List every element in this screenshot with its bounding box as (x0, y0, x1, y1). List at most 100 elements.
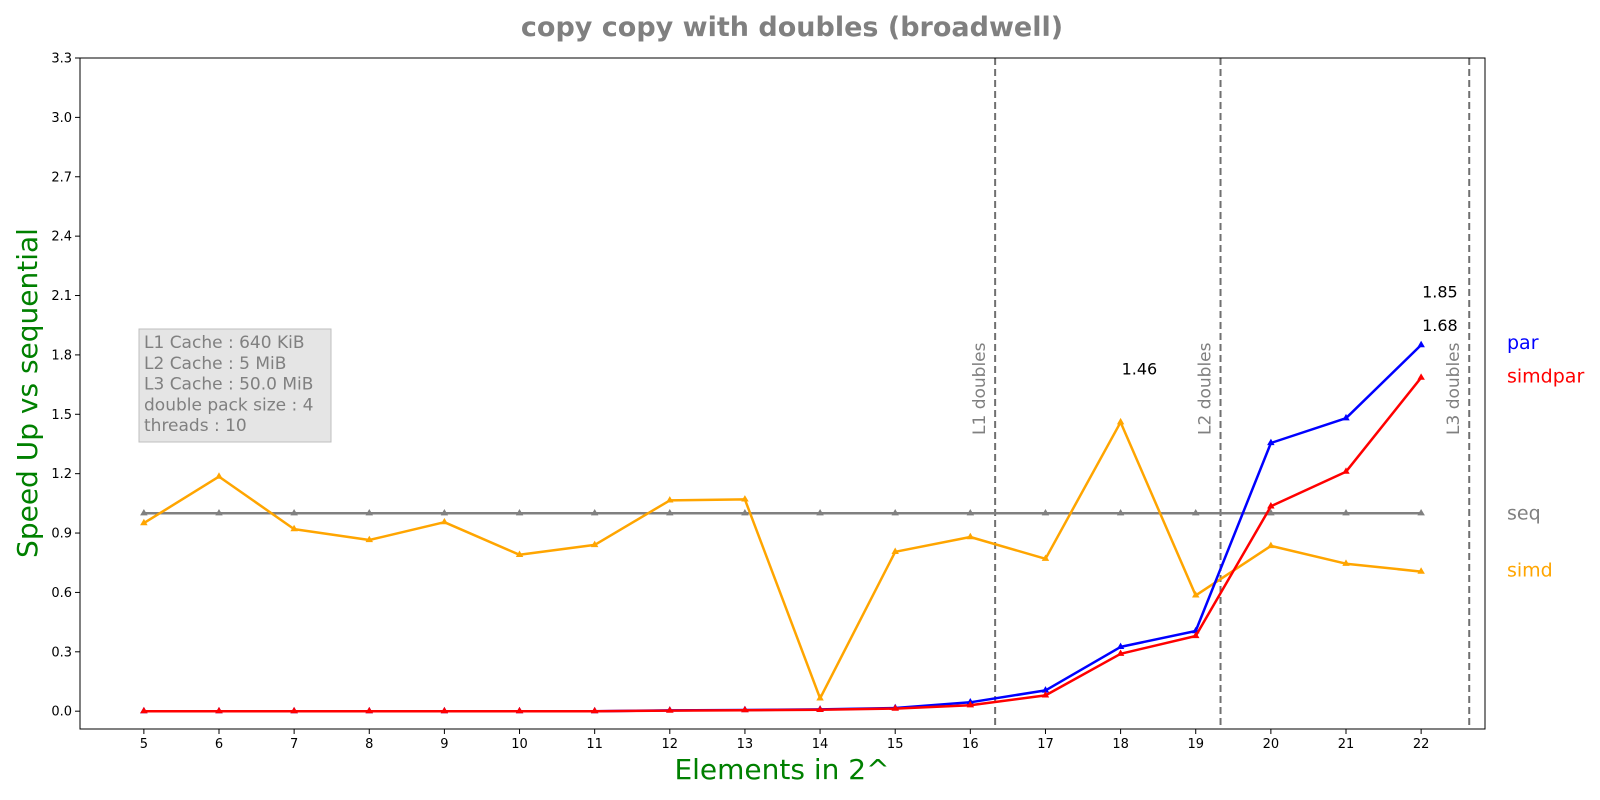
data-point-seq (1116, 508, 1125, 516)
data-point-par (1342, 413, 1350, 421)
info-box-line: L3 Cache : 50.0 MiB (144, 375, 313, 395)
series-line-par (143, 344, 1422, 713)
cache-boundary-lines: L1 doubles L2 doubles L3 doubles (970, 58, 1471, 729)
data-point-seq (140, 509, 148, 516)
x-tick-label: 18 (1112, 737, 1129, 752)
data-point-simd (1267, 541, 1275, 549)
data-point-seq (365, 509, 373, 516)
data-point-simdpar (365, 706, 373, 714)
data-point-seq (440, 508, 449, 516)
y-tick-label: 2.7 (51, 170, 72, 185)
axis-ticks: 5 6 7 8 9 10 11 12 13 14 15 16 17 18 19 20 21 22 0.0 0.3 0.6… (51, 52, 1429, 753)
x-tick-label: 16 (962, 737, 979, 752)
x-tick-label: 5 (140, 737, 148, 752)
data-point-simd (666, 496, 674, 503)
plot-frame (79, 57, 1486, 730)
x-tick-label: 12 (662, 737, 679, 752)
y-tick-label: 0.9 (51, 527, 72, 542)
x-tick-label: 22 (1413, 737, 1430, 752)
data-point-seq (1342, 508, 1350, 516)
chart-title: copy copy with doubles (broadwell) (521, 12, 1063, 43)
y-tick-label: 3.3 (51, 52, 72, 67)
cache-boundary-label: L1 doubles (970, 342, 990, 435)
data-value-label: 1.85 (1422, 283, 1458, 302)
x-tick-label: 6 (215, 737, 223, 752)
data-point-simd (966, 532, 975, 540)
data-point-simd (1342, 559, 1350, 566)
x-tick-label: 21 (1338, 737, 1355, 752)
y-tick-label: 1.8 (51, 348, 72, 363)
data-point-simd (1116, 417, 1125, 425)
data-point-simdpar (290, 706, 298, 714)
data-point-simd (590, 540, 599, 548)
legend-label-seq: seq (1507, 502, 1541, 524)
data-point-simdpar (891, 704, 899, 711)
data-point-simd (515, 550, 524, 557)
data-point-simdpar (966, 700, 975, 708)
legend-label-simd: simd (1507, 560, 1553, 582)
data-point-seq (741, 509, 749, 516)
data-point-simd (365, 535, 373, 543)
data-value-label: 1.68 (1422, 316, 1458, 335)
info-box-line: L1 Cache : 640 KiB (144, 333, 304, 353)
data-point-seq (1267, 509, 1275, 516)
data-point-seq (666, 508, 674, 516)
data-point-simdpar (515, 706, 524, 714)
x-tick-label: 14 (812, 737, 829, 752)
info-box-line: L2 Cache : 5 MiB (144, 354, 286, 374)
data-point-seq (590, 509, 599, 516)
data-point-simd (741, 495, 749, 502)
x-tick-label: 10 (511, 737, 528, 752)
data-point-simdpar (816, 705, 824, 712)
info-box-background (138, 328, 332, 443)
data-point-simdpar (1417, 373, 1425, 380)
data-annotations: 1.85 1.68 1.46 (1122, 283, 1458, 379)
x-tick-label: 17 (1037, 737, 1054, 752)
cache-boundary-label: L3 doubles (1444, 342, 1464, 435)
data-point-simdpar (590, 706, 599, 714)
data-point-simdpar (440, 706, 449, 714)
data-point-simd (891, 547, 899, 554)
y-tick-label: 2.4 (51, 230, 72, 245)
data-point-seq (1192, 509, 1200, 516)
info-box-line: double pack size : 4 (144, 395, 313, 415)
y-tick-label: 2.1 (51, 289, 72, 304)
data-point-seq (215, 508, 223, 516)
x-tick-label: 8 (365, 737, 373, 752)
data-point-seq (1417, 509, 1425, 516)
data-point-seq (290, 509, 298, 516)
data-point-simdpar (140, 706, 148, 714)
y-axis-label: Speed Up vs sequential (11, 228, 44, 558)
x-tick-label: 20 (1263, 737, 1280, 752)
x-tick-label: 11 (586, 737, 603, 752)
series-line-simd (143, 420, 1422, 700)
x-tick-label: 13 (737, 737, 754, 752)
data-point-simd (215, 472, 223, 479)
data-point-seq (966, 509, 975, 516)
data-point-simd (1192, 591, 1200, 598)
cache-boundary-label: L2 doubles (1196, 342, 1216, 435)
y-tick-label: 1.2 (51, 467, 72, 482)
y-tick-label: 0.6 (51, 586, 72, 601)
data-point-simdpar (666, 706, 674, 713)
x-tick-label: 9 (440, 737, 448, 752)
series-lines (140, 340, 1425, 714)
data-point-par (1417, 340, 1425, 348)
data-point-seq (891, 508, 899, 516)
info-box-line: threads : 10 (144, 416, 247, 436)
data-value-label: 1.46 (1122, 360, 1158, 379)
data-point-seq (515, 509, 524, 516)
series-line-simdpar (143, 376, 1423, 713)
data-point-simdpar (1267, 501, 1275, 509)
data-point-par (1116, 642, 1125, 649)
data-point-simdpar (1342, 467, 1350, 474)
x-axis-label: Elements in 2^ (674, 753, 889, 786)
x-tick-label: 7 (290, 737, 298, 752)
legend-label-par: par (1507, 332, 1539, 354)
legend-label-simdpar: simdpar (1507, 366, 1584, 388)
y-tick-label: 0.0 (51, 705, 72, 720)
data-point-par (1267, 438, 1275, 446)
data-point-simd (290, 524, 298, 532)
